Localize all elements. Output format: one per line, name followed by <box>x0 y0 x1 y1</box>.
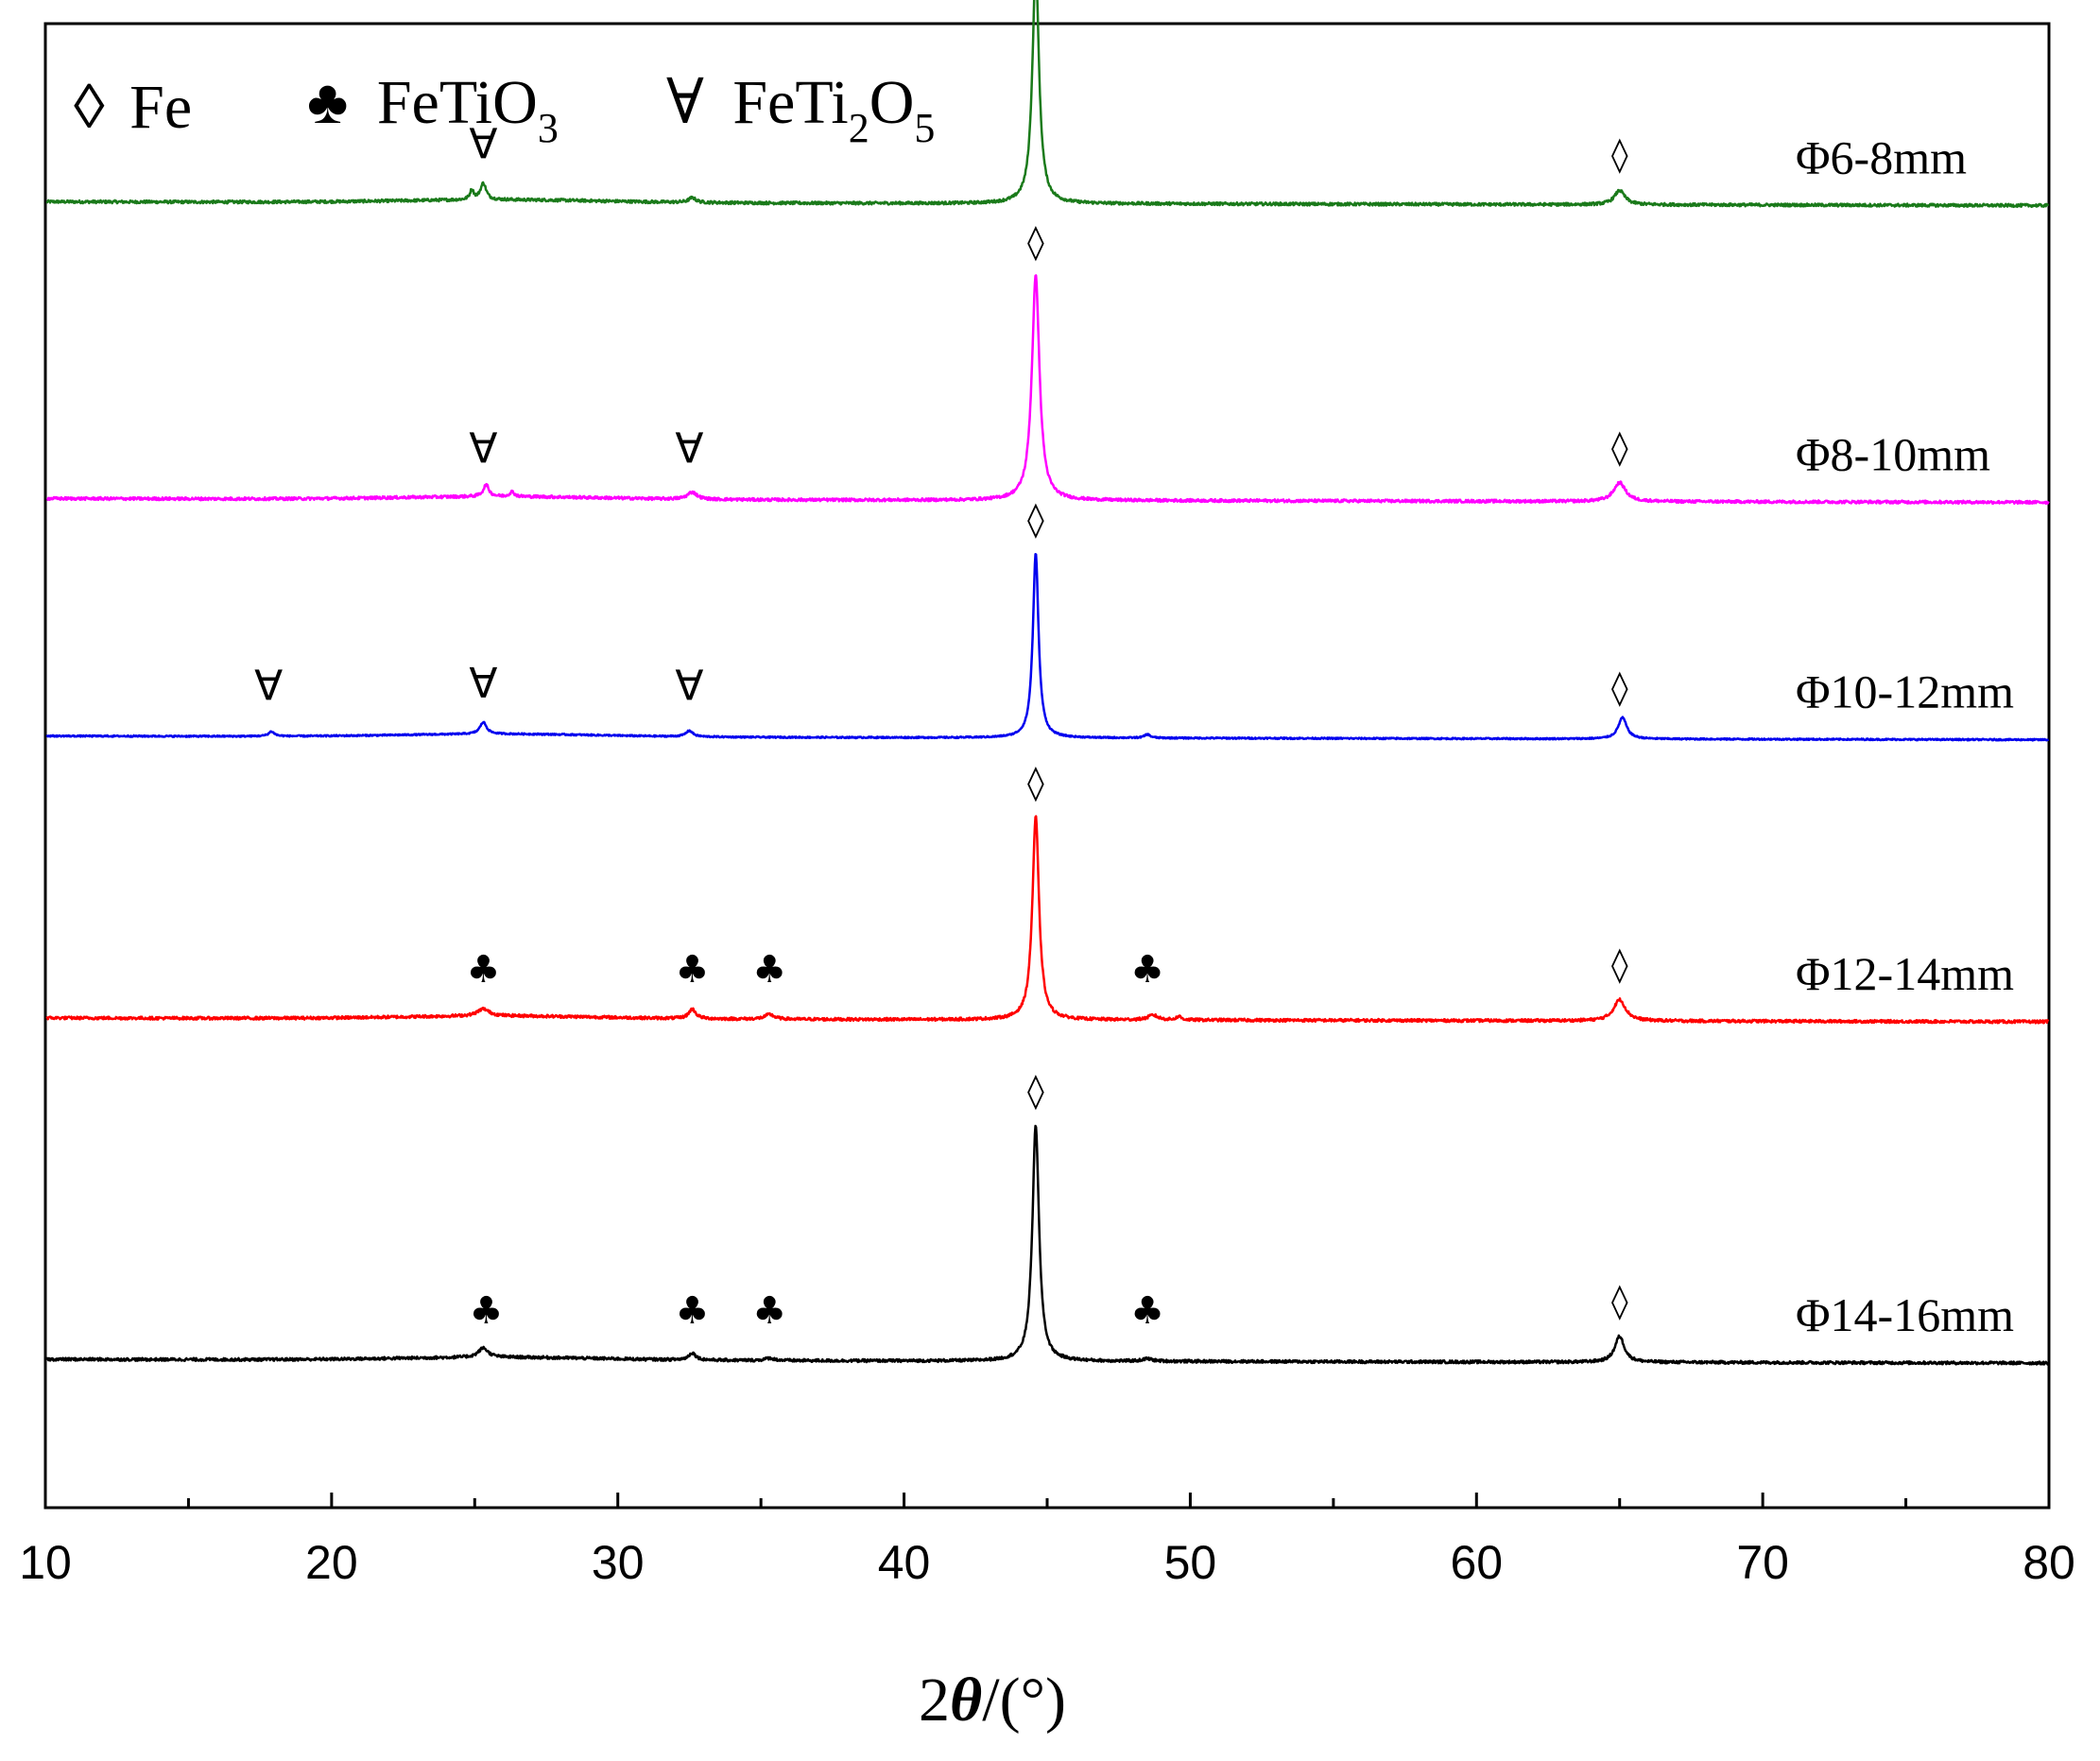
peak-marker-club-icon: ♣ <box>752 1289 786 1333</box>
x-tick-label: 10 <box>19 1536 72 1589</box>
peak-marker-diamond-icon: ◊ <box>1611 945 1628 984</box>
club-icon: ♣ <box>307 68 348 137</box>
x-tick-label: 70 <box>1736 1536 1789 1589</box>
series-2: Φ8-10mm <box>45 274 2050 505</box>
peak-marker-forall-icon: ∀ <box>469 424 497 473</box>
peak-marker-club-icon: ♣ <box>752 948 786 992</box>
legend-fe: ◊ Fe <box>74 73 192 142</box>
peak-marker-club-icon: ♣ <box>466 948 500 992</box>
legend-fetio3: ♣ FeTiO3 <box>307 68 559 151</box>
legend: ◊ Fe ♣ FeTiO3 ∀ FeTi2O5 <box>74 68 935 151</box>
series-label: Φ14-16mm <box>1796 1288 2014 1341</box>
series-line <box>45 274 2050 505</box>
series-label: Φ6-8mm <box>1796 130 1967 183</box>
series-label: Φ8-10mm <box>1796 427 1990 480</box>
peak-marker-club-icon: ♣ <box>1130 1289 1164 1333</box>
x-tick-label: 30 <box>592 1536 645 1589</box>
series-line <box>45 1124 2050 1366</box>
x-tick-label: 50 <box>1164 1536 1217 1589</box>
forall-icon: ∀ <box>666 68 704 137</box>
x-axis-title: 2θ/(°) <box>919 1666 1066 1735</box>
peak-marker-diamond-icon: ◊ <box>1027 501 1044 540</box>
peak-marker-diamond-icon: ◊ <box>1611 135 1628 174</box>
peak-marker-diamond-icon: ◊ <box>1027 223 1044 262</box>
series-4: Φ12-14mm <box>45 815 2050 1025</box>
plot-frame <box>43 22 2051 1510</box>
peak-marker-club-icon: ♣ <box>469 1289 503 1333</box>
peak-marker-diamond-icon: ◊ <box>1027 764 1044 803</box>
peak-marker-club-icon: ♣ <box>1130 948 1164 992</box>
peak-marker-layer: ∀◊◊∀∀◊◊∀∀∀◊◊♣♣♣♣◊◊♣♣♣♣◊◊ <box>254 120 1628 1333</box>
series-line <box>45 0 2050 209</box>
x-tick-label: 20 <box>305 1536 358 1589</box>
peak-marker-diamond-icon: ◊ <box>1611 1282 1628 1321</box>
peak-marker-forall-icon: ∀ <box>469 660 497 708</box>
x-axis: 10 20 30 40 50 60 70 80 <box>19 1493 2075 1589</box>
peak-marker-forall-icon: ∀ <box>675 663 703 711</box>
peak-marker-forall-icon: ∀ <box>469 120 497 168</box>
series-label: Φ12-14mm <box>1796 947 2014 1000</box>
x-tick-label: 60 <box>1450 1536 1503 1589</box>
series-line <box>45 553 2050 742</box>
x-tick-label: 80 <box>2023 1536 2075 1589</box>
series-3: Φ10-12mm <box>45 553 2050 742</box>
x-tick-label: 40 <box>878 1536 931 1589</box>
peak-marker-diamond-icon: ◊ <box>1611 428 1628 467</box>
peak-marker-club-icon: ♣ <box>676 948 710 992</box>
series-layer: Φ6-8mm Φ8-10mm Φ10-12mm Φ12-14mm Φ14-16mm <box>45 0 2050 1366</box>
peak-marker-diamond-icon: ◊ <box>1027 1072 1044 1111</box>
peak-marker-club-icon: ♣ <box>676 1289 710 1333</box>
series-1: Φ6-8mm <box>45 0 2050 209</box>
legend-feti2o5: ∀ FeTi2O5 <box>666 68 935 151</box>
peak-marker-forall-icon: ∀ <box>675 424 703 473</box>
diamond-icon: ◊ <box>74 73 105 142</box>
peak-marker-forall-icon: ∀ <box>254 663 283 711</box>
series-5: Φ14-16mm <box>45 1124 2050 1366</box>
peak-marker-diamond-icon: ◊ <box>1611 668 1628 707</box>
series-label: Φ10-12mm <box>1796 665 2014 718</box>
series-line <box>45 815 2050 1025</box>
